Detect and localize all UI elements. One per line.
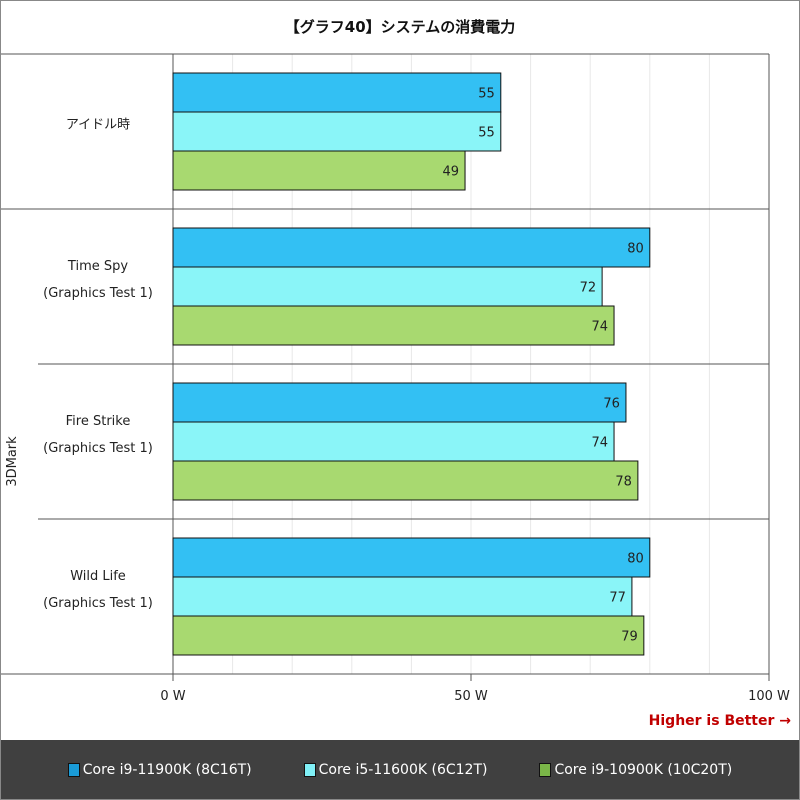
- category-label: (Graphics Test 1): [43, 596, 153, 611]
- data-label: 74: [591, 436, 608, 451]
- bar-chart: アイドル時 55 55 49 Time Spy (Graphics Test 1) 80 72…: [1, 53, 790, 704]
- data-label: 78: [615, 475, 632, 490]
- group-label: 3DMark: [5, 436, 20, 487]
- data-label: 79: [621, 630, 638, 645]
- data-label: 80: [627, 552, 644, 567]
- data-label: 74: [591, 320, 608, 335]
- legend-swatch: [539, 762, 552, 777]
- bar: [172, 150, 466, 191]
- higher-is-better-annotation: Higher is Better →: [648, 713, 791, 729]
- category-label: (Graphics Test 1): [43, 441, 153, 456]
- bar: [172, 421, 615, 462]
- bar: [172, 111, 502, 152]
- bar: [172, 266, 603, 307]
- data-label: 55: [478, 126, 495, 141]
- bar: [172, 537, 651, 578]
- bar: [172, 576, 633, 617]
- x-tick-label: 100 W: [748, 689, 790, 704]
- data-label: 80: [627, 242, 644, 257]
- category-label: Fire Strike: [66, 414, 131, 429]
- data-label: 76: [603, 397, 620, 412]
- category-label: Time Spy: [67, 259, 128, 274]
- bar: [172, 305, 615, 346]
- legend-label: Core i9-10900K (10C20T): [554, 761, 733, 778]
- legend-label: Core i5-11600K (6C12T): [318, 761, 488, 778]
- legend: Core i9-11900K (8C16T) Core i5-11600K (6C…: [1, 740, 799, 799]
- bar: [172, 72, 502, 113]
- legend-label: Core i9-11900K (8C16T): [82, 761, 252, 778]
- legend-swatch: [67, 762, 80, 777]
- legend-item: Core i9-11900K (8C16T): [67, 761, 252, 778]
- data-label: 49: [442, 165, 459, 180]
- legend-item: Core i5-11600K (6C12T): [303, 761, 488, 778]
- bar: [172, 615, 645, 656]
- legend-swatch: [303, 762, 316, 777]
- bar: [172, 382, 627, 423]
- category-label: アイドル時: [66, 118, 130, 133]
- data-label: 77: [609, 591, 626, 606]
- bar: [172, 227, 651, 268]
- category-label: Wild Life: [70, 569, 126, 584]
- bar: [172, 460, 639, 501]
- data-label: 72: [580, 281, 597, 296]
- x-tick-label: 50 W: [454, 689, 488, 704]
- x-tick-label: 0 W: [160, 689, 185, 704]
- data-label: 55: [478, 87, 495, 102]
- category-label: (Graphics Test 1): [43, 286, 153, 301]
- chart-title: 【グラフ40】システムの消費電力: [284, 18, 516, 36]
- legend-item: Core i9-10900K (10C20T): [539, 762, 732, 778]
